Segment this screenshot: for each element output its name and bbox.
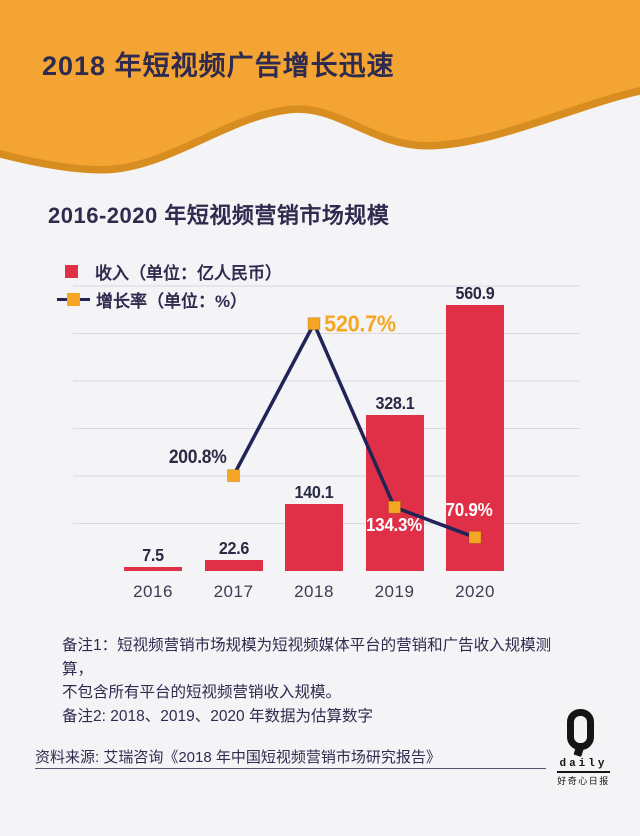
footnotes: 备注1：短视频营销市场规模为短视频媒体平台的营销和广告收入规模测算， 不包含所有… bbox=[62, 634, 582, 728]
qdaily-q-tail-icon bbox=[573, 744, 585, 757]
growth-rate-label-2018: 520.7% bbox=[324, 310, 396, 337]
header-wave-background bbox=[0, 0, 640, 174]
bar-2018 bbox=[285, 504, 343, 571]
source-divider bbox=[35, 768, 546, 769]
data-source: 资料来源: 艾瑞咨询《2018 年中国短视频营销市场研究报告》 bbox=[35, 749, 441, 766]
x-axis-label-2018: 2018 bbox=[294, 582, 334, 601]
legend-item-growth-rate: 增长率（单位：%） bbox=[57, 290, 247, 311]
growth-marker-icon bbox=[307, 317, 321, 331]
bar-value-label-2020: 560.9 bbox=[455, 282, 495, 303]
legend-growth-label: 增长率（单位：%） bbox=[96, 291, 248, 311]
footnote-2: 备注2: 2018、2019、2020 年数据为估算数字 bbox=[62, 707, 373, 725]
growth-rate-swatch-icon bbox=[57, 292, 90, 306]
qdaily-chinese-name: 好奇心日报 bbox=[557, 776, 610, 786]
bar-2016 bbox=[124, 567, 182, 571]
legend-item-revenue: 收入（单位：亿人民币） bbox=[65, 262, 282, 283]
qdaily-wordmark: daily bbox=[557, 758, 610, 773]
wave-fill bbox=[0, 0, 640, 166]
chart-title: 2016-2020 年短视频营销市场规模 bbox=[48, 203, 390, 228]
growth-marker-icon bbox=[227, 469, 240, 483]
bar-value-label-2016: 7.5 bbox=[142, 545, 164, 566]
legend-revenue-label: 收入（单位：亿人民币） bbox=[95, 263, 282, 283]
growth-marker-icon bbox=[388, 500, 401, 514]
bar-2019 bbox=[365, 415, 424, 571]
x-axis-label-2020: 2020 bbox=[455, 582, 495, 601]
bar-value-label-2017: 22.6 bbox=[218, 538, 249, 559]
qdaily-logo: daily 好奇心日报 bbox=[550, 705, 630, 790]
revenue-swatch-icon bbox=[65, 264, 78, 278]
growth-rate-label-2019: 134.3% bbox=[365, 514, 423, 535]
x-axis-label-2017: 2017 bbox=[213, 582, 254, 601]
growth-marker-icon bbox=[468, 530, 482, 544]
x-axis-label-2016: 2016 bbox=[133, 582, 173, 601]
x-axis-label-2019: 2019 bbox=[374, 582, 415, 601]
footnote-1-continued: 不包含所有平台的短视频营销收入规模。 bbox=[62, 684, 342, 701]
bar-value-label-2018: 140.1 bbox=[294, 482, 334, 503]
legend-marker-icon bbox=[67, 292, 80, 306]
footnote-1: 备注1：短视频营销市场规模为短视频媒体平台的营销和广告收入规模测算， bbox=[62, 637, 552, 678]
page-title: 2018 年短视频广告增长迅速 bbox=[42, 51, 395, 81]
bar-2017 bbox=[204, 560, 263, 571]
bar-value-label-2019: 328.1 bbox=[375, 393, 414, 414]
qdaily-q-icon bbox=[567, 709, 594, 750]
growth-rate-label-2017: 200.8% bbox=[168, 447, 227, 468]
bar-2020 bbox=[446, 304, 504, 571]
growth-rate-label-2020: 70.9% bbox=[445, 499, 493, 520]
growth-rate-line bbox=[231, 319, 476, 539]
